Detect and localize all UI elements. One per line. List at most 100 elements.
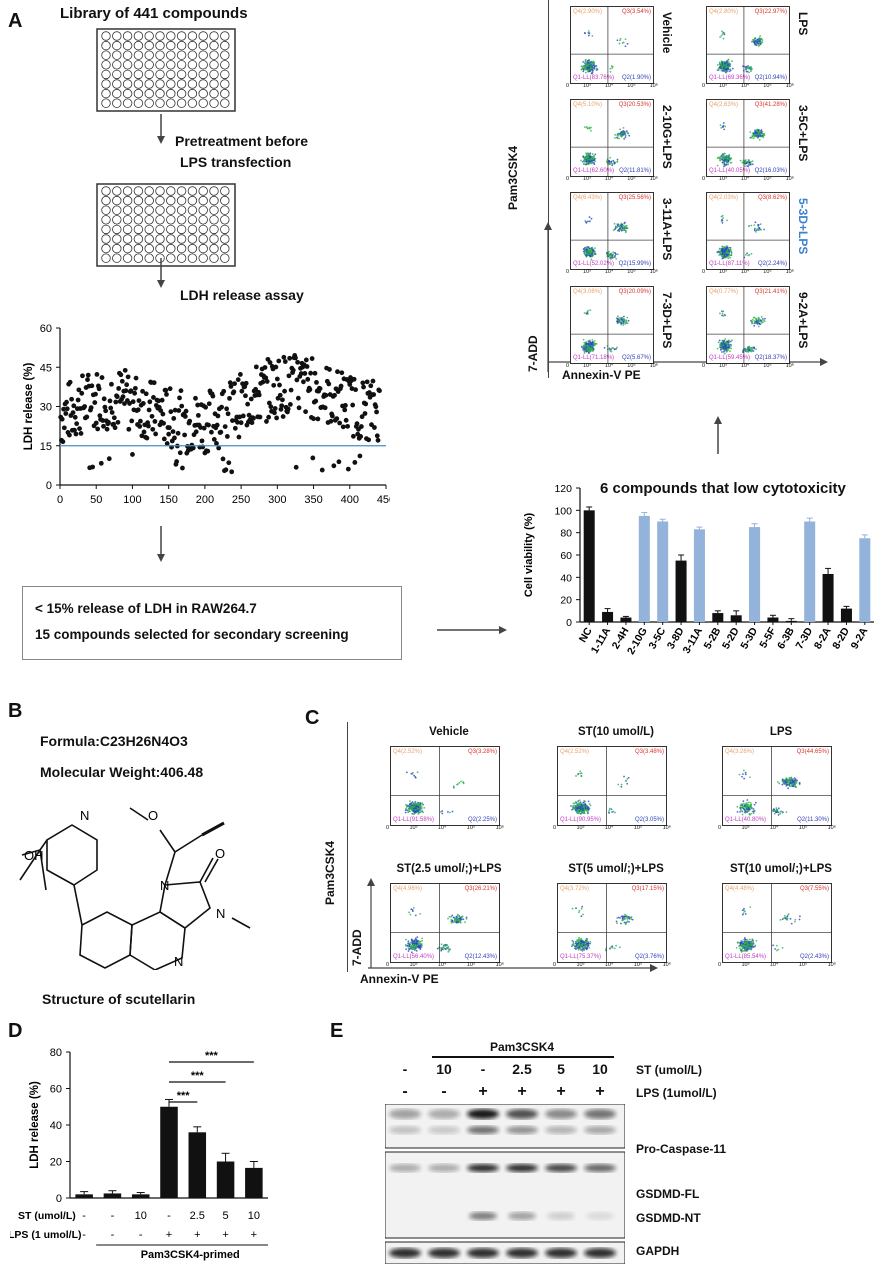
significance-stars: *** [177, 1090, 191, 1102]
well [144, 88, 154, 99]
well [166, 234, 176, 244]
well [209, 50, 219, 60]
quadrant-label: Q3(20.09%) [618, 289, 651, 295]
data-point [239, 388, 245, 394]
data-point [120, 394, 126, 400]
data-point [132, 390, 138, 396]
data-point [135, 407, 141, 413]
data-point [351, 376, 357, 382]
significance-stars: *** [205, 1050, 219, 1062]
wb-group-line [432, 1056, 614, 1058]
data-point [311, 416, 316, 422]
well [133, 215, 144, 225]
well [155, 40, 165, 51]
well [166, 215, 176, 225]
well [122, 215, 133, 225]
y-tick-label: 15 [40, 441, 52, 453]
x-tick-label: 0 [57, 494, 63, 506]
arrow-right-icon [437, 626, 507, 634]
well [209, 253, 219, 263]
well [176, 234, 187, 244]
quadrant-label: Q1-LL(87.11%) [709, 261, 750, 267]
arrow-up-icon [714, 416, 722, 454]
flow-plot: Q4(5.10%) Q3(20.53%) Q1-LL(62.60%) Q2(11.81… [570, 99, 654, 177]
data-point [226, 460, 232, 466]
y-tick-label: 60 [560, 550, 572, 562]
data-point [85, 372, 91, 378]
data-point [84, 414, 90, 420]
quadrant-label: Q1-LL(71.18%) [573, 355, 615, 361]
lps-value: + [251, 1229, 257, 1241]
well [220, 195, 230, 206]
data-point [349, 386, 355, 391]
data-point [90, 464, 95, 470]
quadrant-label: Q2(5.67%) [621, 355, 651, 361]
data-point [100, 418, 106, 423]
data-point [334, 416, 340, 421]
data-point [64, 399, 69, 405]
data-point [211, 436, 217, 442]
well [155, 50, 165, 60]
data-point [182, 414, 188, 419]
data-point [229, 469, 235, 475]
well [101, 224, 111, 235]
well [155, 224, 165, 235]
well [209, 79, 219, 89]
well [133, 88, 144, 99]
y-axis-label: LDH release (%) [23, 363, 35, 451]
category-label: 3-5C [647, 625, 669, 651]
atom-o2: O [215, 846, 225, 861]
data-point [294, 377, 300, 383]
well [198, 88, 208, 99]
flow-plot-title: 5-3D+LPS [796, 198, 810, 255]
data-point [364, 379, 370, 385]
blot-band [428, 1109, 460, 1119]
data-point [198, 425, 203, 430]
data-point [125, 374, 131, 380]
well [220, 40, 230, 51]
st-value: 2.5 [190, 1210, 205, 1222]
well [209, 186, 219, 196]
data-point [347, 382, 353, 387]
wb-st-value: 5 [557, 1061, 565, 1077]
data-point [164, 441, 170, 446]
well [198, 69, 208, 80]
bar [859, 538, 871, 622]
quadrant-label: Q3(41.28%) [754, 102, 787, 108]
bar [840, 608, 852, 622]
data-point [138, 418, 143, 424]
well [122, 186, 133, 196]
well [133, 79, 144, 89]
bar [785, 620, 797, 622]
x-tick-label: 150 [159, 494, 177, 506]
data-point [366, 437, 372, 443]
well [101, 243, 111, 254]
well [176, 205, 187, 215]
data-point [279, 403, 285, 409]
flow-plot: Q4(2.52%) Q3(3.48%) Q1-LL(90.95%) Q2(3.05%) [557, 746, 667, 826]
blot-band [389, 1248, 421, 1258]
quadrant-label: Q1-LL(40.05%) [709, 168, 751, 174]
y-tick-label: 40 [50, 1120, 62, 1132]
well [220, 224, 230, 235]
x-tick-label: 50 [90, 494, 102, 506]
data-point [183, 408, 189, 414]
data-point [360, 380, 366, 386]
category-label: NC [577, 625, 595, 644]
quadrant-label: Q3(26.21%) [464, 886, 497, 892]
x-tick-label: 400 [341, 494, 359, 506]
data-point [328, 418, 334, 424]
data-point [235, 419, 240, 425]
category-label: 5-2D [720, 625, 742, 651]
blot-band [389, 1109, 421, 1119]
data-point [172, 407, 178, 413]
st-value: - [167, 1210, 171, 1222]
data-point [130, 399, 136, 405]
data-point [206, 401, 212, 407]
data-point [175, 430, 181, 436]
well [187, 195, 198, 206]
data-point [97, 413, 103, 419]
quadrant-label: Q2(2.24%) [757, 261, 787, 267]
well [133, 31, 144, 41]
data-point [350, 402, 356, 408]
